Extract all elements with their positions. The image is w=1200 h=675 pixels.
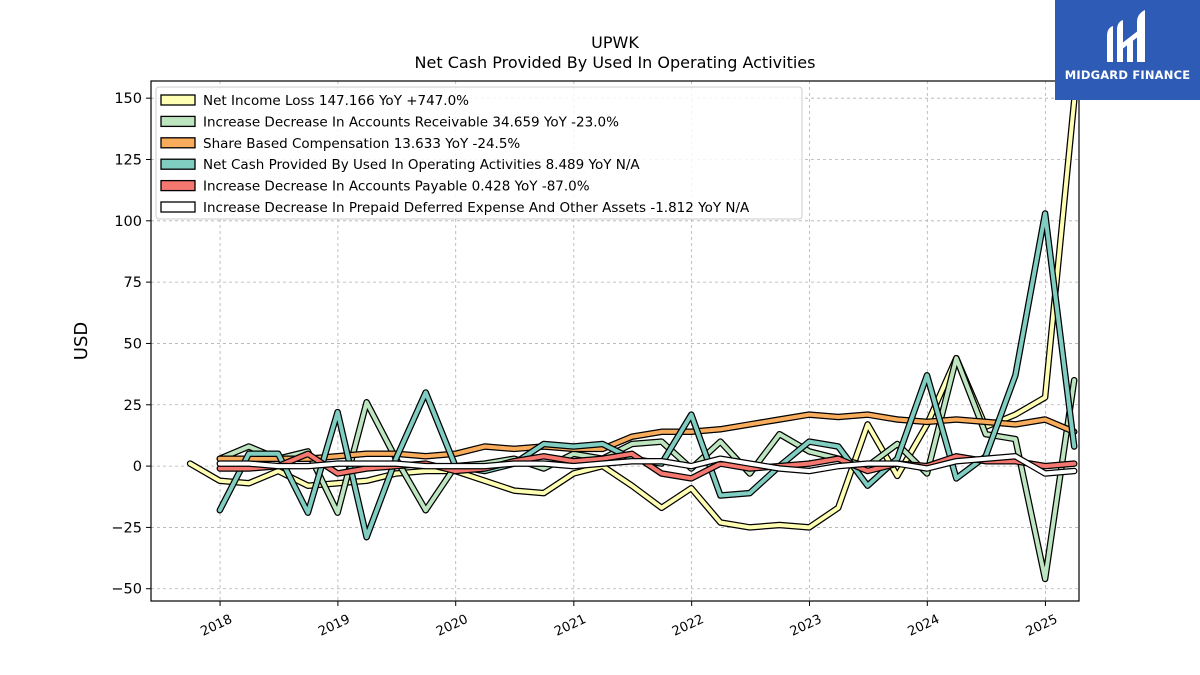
series-line-increase-decrease-in-prepaid-deferred-expense-and-other-assets <box>217 454 1077 476</box>
y-tick-label: −50 <box>111 582 142 598</box>
series-line-increase-decrease-in-accounts-receivable <box>217 356 1077 581</box>
x-tick-label: 2025 <box>1024 612 1060 640</box>
legend-swatch <box>160 201 196 213</box>
x-tick-label: 2022 <box>670 612 706 640</box>
legend-entry-label: Share Based Compensation 13.633 YoY -24.… <box>203 136 520 152</box>
legend-entry-label: Net Cash Provided By Used In Operating A… <box>203 157 640 173</box>
plot-frame <box>150 80 1080 602</box>
legend-entry-label: Net Income Loss 147.166 YoY +747.0% <box>203 93 469 109</box>
legend: Net Income Loss 147.166 YoY +747.0% Incre… <box>155 86 803 220</box>
y-tick-label: 25 <box>124 398 142 414</box>
y-tick-label: 0 <box>133 459 142 475</box>
midgard-logo-icon <box>1107 10 1145 62</box>
legend-entry-label: Increase Decrease In Accounts Receivable… <box>203 114 619 130</box>
x-tick-label: 2020 <box>434 612 470 640</box>
y-tick-label: 75 <box>124 275 142 291</box>
legend-entry-label: Increase Decrease In Accounts Payable 0.… <box>203 179 590 195</box>
brand-name: MIDGARD FINANCE <box>1064 68 1191 82</box>
series-lines <box>186 97 1078 583</box>
y-tick-label: 125 <box>114 152 142 168</box>
series-line-share-based-compensation <box>217 412 1077 461</box>
legend-swatch <box>160 94 196 106</box>
y-tick-label: −25 <box>111 520 142 536</box>
legend-swatch <box>160 137 196 149</box>
x-tick-label: 2021 <box>552 612 588 640</box>
chart-title: UPWK <box>591 33 639 52</box>
x-tick-label: 2018 <box>198 612 234 640</box>
chart-subtitle: Net Cash Provided By Used In Operating A… <box>415 53 816 72</box>
y-tick-label: 100 <box>114 214 142 230</box>
legend-swatch <box>160 158 196 170</box>
axis-ticks: 2018 2019 2020 2021 2022 2023 2024 2025 −50 −25 0 2… <box>111 91 1060 639</box>
legend-entry-label: Increase Decrease In Prepaid Deferred Ex… <box>203 200 750 216</box>
x-tick-label: 2019 <box>316 612 352 640</box>
x-tick-label: 2023 <box>788 612 824 640</box>
y-tick-label: 150 <box>114 91 142 107</box>
legend-swatch <box>160 115 196 128</box>
brand-logo: MIDGARD FINANCE <box>1055 0 1200 100</box>
y-tick-label: 50 <box>124 336 142 352</box>
legend-box <box>155 86 803 220</box>
y-axis-label: USD <box>71 322 92 360</box>
x-tick-label: 2024 <box>906 612 942 640</box>
legend-swatch <box>160 179 196 192</box>
